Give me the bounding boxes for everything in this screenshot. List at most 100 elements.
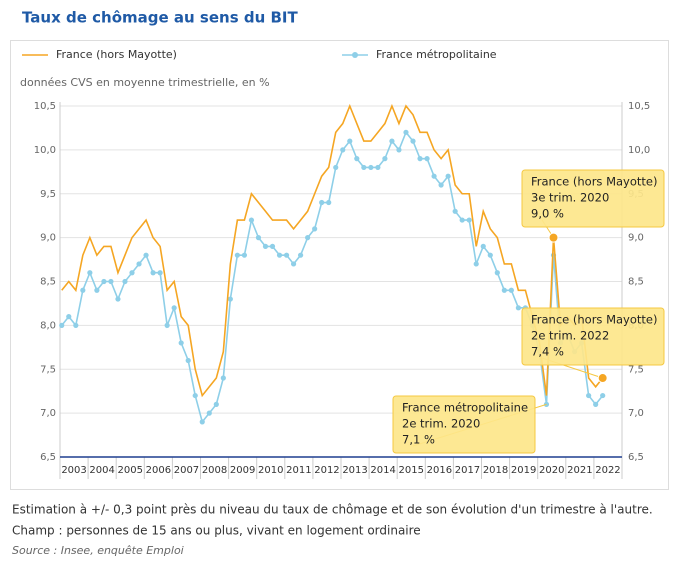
y2-tick-label: 6,5 xyxy=(628,452,644,463)
point xyxy=(164,322,170,328)
point xyxy=(66,314,72,320)
point xyxy=(122,278,128,285)
highlight-point xyxy=(548,232,559,243)
y-tick-label: 9,0 xyxy=(40,233,56,244)
point xyxy=(326,199,332,206)
x-tick-label: 2017 xyxy=(455,465,480,476)
y2-tick-label: 8,5 xyxy=(628,277,644,288)
y-tick-label: 6,5 xyxy=(40,452,56,463)
point xyxy=(403,129,409,135)
point xyxy=(150,270,156,276)
x-tick-label: 2008 xyxy=(202,465,227,476)
x-tick-label: 2009 xyxy=(230,465,255,476)
callout xyxy=(521,169,665,228)
point xyxy=(171,305,177,311)
point xyxy=(347,138,353,144)
callout-text: 7,4 % xyxy=(531,345,564,359)
point xyxy=(438,182,444,188)
chart-title: Taux de chômage au sens du BIT xyxy=(22,9,298,27)
point xyxy=(340,147,346,153)
point xyxy=(494,270,500,276)
point xyxy=(269,243,276,249)
highlight-point xyxy=(597,373,608,384)
point xyxy=(382,156,388,162)
point xyxy=(501,287,507,293)
point xyxy=(192,392,198,399)
point xyxy=(136,261,142,267)
callout-text: 2e trim. 2022 xyxy=(531,329,609,343)
subtitle: données CVS en moyenne trimestrielle, en… xyxy=(20,76,270,89)
series-line xyxy=(61,103,604,398)
point xyxy=(227,296,233,302)
point xyxy=(361,164,367,171)
point xyxy=(466,217,472,223)
point xyxy=(473,261,479,267)
point xyxy=(515,305,521,311)
point xyxy=(389,138,395,144)
x-tick-label: 2018 xyxy=(483,465,508,476)
point xyxy=(283,252,290,258)
x-tick-label: 2011 xyxy=(286,465,311,476)
point xyxy=(508,287,514,293)
point xyxy=(262,243,269,249)
point xyxy=(298,252,304,258)
callout-text: France (hors Mayotte) xyxy=(531,175,657,189)
x-tick-label: 2003 xyxy=(61,465,86,476)
callout-text: France (hors Mayotte) xyxy=(531,313,657,327)
y-tick-label: 8,5 xyxy=(40,277,56,288)
x-tick-label: 2019 xyxy=(511,465,536,476)
x-tick-label: 2020 xyxy=(539,465,564,476)
point xyxy=(241,252,248,258)
x-tick-label: 2021 xyxy=(567,465,592,476)
y-tick-label: 7,0 xyxy=(40,408,56,419)
point xyxy=(452,208,458,214)
point xyxy=(312,226,318,232)
point xyxy=(480,243,486,249)
point xyxy=(80,287,86,293)
note: Champ : personnes de 15 ans ou plus, viv… xyxy=(12,524,421,538)
y-tick-label: 9,5 xyxy=(40,189,56,200)
point xyxy=(234,252,240,258)
point xyxy=(178,340,184,346)
point xyxy=(586,392,592,399)
point xyxy=(424,156,430,162)
y-tick-label: 8,0 xyxy=(40,320,56,331)
point xyxy=(255,235,262,241)
point xyxy=(108,278,114,285)
point xyxy=(593,401,599,407)
callout-text: 7,1 % xyxy=(402,433,435,447)
point xyxy=(206,410,212,416)
panel xyxy=(10,40,669,490)
point xyxy=(431,173,437,179)
point xyxy=(94,287,100,293)
point xyxy=(143,252,149,258)
callout xyxy=(392,395,536,454)
x-tick-label: 2015 xyxy=(399,465,424,476)
y2-tick-label: 9,0 xyxy=(628,233,644,244)
x-tick-label: 2012 xyxy=(314,465,339,476)
legend-swatch xyxy=(352,52,358,58)
callout xyxy=(521,307,665,366)
point xyxy=(459,217,465,223)
legend-label: France (hors Mayotte) xyxy=(56,48,177,61)
y2-tick-label: 10,0 xyxy=(628,145,650,156)
point xyxy=(333,164,339,171)
y-tick-label: 10,5 xyxy=(34,101,56,112)
callout-text: 3e trim. 2020 xyxy=(531,191,609,205)
legend-label: France métropolitaine xyxy=(376,48,497,61)
y2-tick-label: 10,5 xyxy=(628,101,650,112)
x-tick-label: 2006 xyxy=(146,465,171,476)
point xyxy=(101,278,107,285)
point xyxy=(157,270,163,276)
x-tick-label: 2016 xyxy=(427,465,452,476)
point xyxy=(410,138,416,144)
point xyxy=(185,357,191,364)
point xyxy=(115,296,121,302)
point xyxy=(213,401,219,407)
point xyxy=(276,252,283,258)
note: Estimation à +/- 0,3 point près du nivea… xyxy=(12,503,653,517)
callout-text: France métropolitaine xyxy=(402,401,528,415)
y-tick-label: 10,0 xyxy=(34,145,56,156)
x-tick-label: 2005 xyxy=(118,465,143,476)
